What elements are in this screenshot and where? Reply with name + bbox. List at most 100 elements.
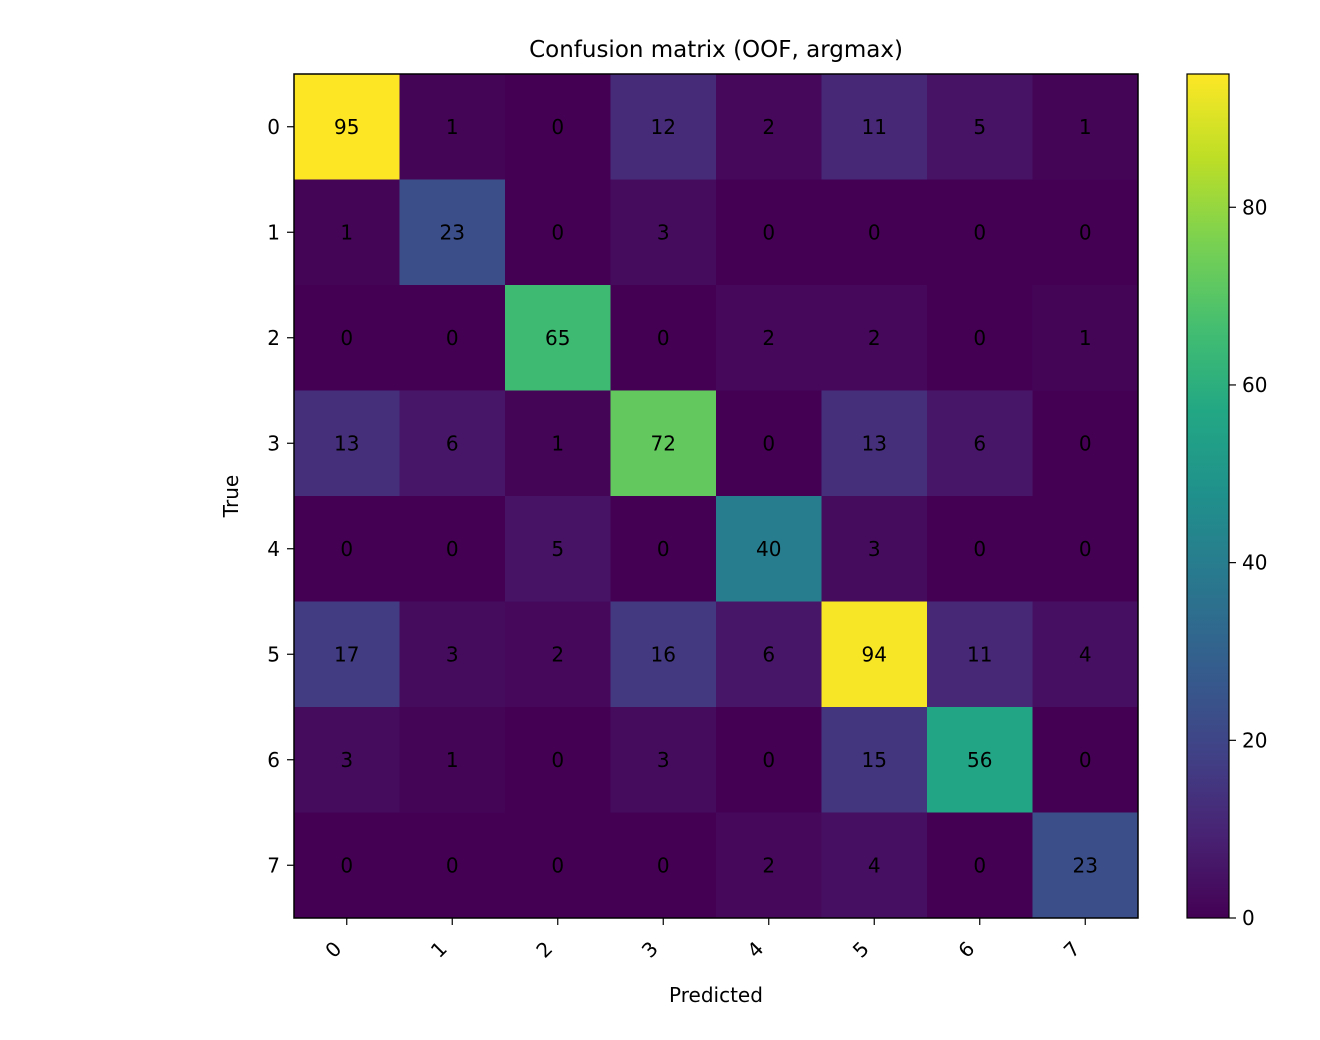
heatmap-cell [505,707,611,813]
cell-value-label: 0 [551,115,564,139]
heatmap-cell [927,812,1033,919]
cell-value-label: 6 [446,431,459,455]
x-tick-label: 7 [1059,937,1085,963]
heatmap-cell [1032,601,1139,708]
heatmap-cell [610,496,717,602]
cell-value-label: 23 [440,220,465,244]
heatmap-cell [294,74,400,180]
cell-value-label: 0 [1079,220,1092,244]
heatmap-cell [927,601,1033,708]
cell-value-label: 0 [973,537,986,561]
heatmap-cell [716,285,822,391]
heatmap-cell [821,179,928,286]
cell-value-label: 0 [340,853,353,877]
cell-value-label: 2 [868,326,881,350]
colorbar-tick-label: 40 [1242,551,1267,575]
heatmap-cell [1032,812,1139,919]
heatmap-cell [1032,707,1139,813]
cell-value-label: 0 [551,220,564,244]
cell-value-label: 0 [973,853,986,877]
heatmap-cell [821,601,928,708]
cell-value-label: 0 [657,326,670,350]
cell-value-label: 2 [762,326,775,350]
heatmap-cell [1032,74,1139,180]
cell-value-label: 12 [651,115,676,139]
cell-value-label: 4 [1079,642,1092,666]
heatmap-cell [927,707,1033,813]
cell-value-label: 0 [973,220,986,244]
cell-value-label: 3 [868,537,881,561]
cell-value-label: 0 [551,853,564,877]
heatmap-cell [610,179,717,286]
heatmap-cell [610,285,717,391]
cell-value-label: 56 [967,748,992,772]
heatmap-cell [505,74,611,180]
cell-value-label: 3 [340,748,353,772]
heatmap-cell [399,601,506,708]
cell-value-label: 11 [967,642,992,666]
cell-value-label: 16 [651,642,676,666]
cell-value-label: 3 [657,220,670,244]
cell-value-label: 95 [334,115,359,139]
x-tick-label: 0 [320,937,346,963]
colorbar-tick-label: 0 [1242,906,1255,930]
y-tick-label: 7 [267,853,280,877]
x-axis-ticks: 0 1 2 3 4 5 6 7 [320,918,1086,963]
y-tick-label: 5 [267,642,280,666]
chart-title: Confusion matrix (OOF, argmax) [529,37,903,63]
heatmap-cell [1032,496,1139,602]
heatmap-cell [294,390,400,497]
heatmap-cell [294,812,400,919]
cell-value-label: 0 [762,431,775,455]
cell-value-label: 0 [1079,537,1092,561]
heatmap-cell [294,285,400,391]
heatmap-cell [821,285,928,391]
cell-value-label: 2 [762,853,775,877]
x-tick-label: 2 [531,937,557,963]
colorbar [1186,73,1230,919]
heatmap-cell [294,496,400,602]
heatmap-cell [1032,285,1139,391]
y-tick-label: 4 [267,537,280,561]
cell-value-label: 23 [1073,853,1098,877]
cell-value-label: 6 [973,431,986,455]
heatmap-cell [505,601,611,708]
heatmap-cell [505,496,611,602]
heatmap-cell [927,496,1033,602]
cell-value-label: 0 [551,748,564,772]
cell-value-label: 17 [334,642,359,666]
cell-value-label: 0 [868,220,881,244]
cell-value-label: 13 [862,431,887,455]
y-tick-label: 0 [267,115,280,139]
heatmap-cell [610,74,717,180]
heatmap-cell [716,496,822,602]
x-axis-label: Predicted [669,983,763,1007]
cell-value-label: 65 [545,326,570,350]
y-tick-label: 6 [267,748,280,772]
heatmap-cell [294,707,400,813]
cell-value-label: 1 [446,748,459,772]
cell-value-label: 94 [862,642,887,666]
cell-value-label: 3 [657,748,670,772]
cell-value-label: 0 [973,326,986,350]
heatmap-cell [716,74,822,180]
heatmap-cell [399,496,506,602]
cell-value-label: 0 [762,748,775,772]
cell-value-label: 0 [1079,748,1092,772]
heatmap-cell [716,812,822,919]
cell-value-label: 4 [868,853,881,877]
heatmap-cell [821,390,928,497]
colorbar-tick-label: 20 [1242,728,1267,752]
heatmap-cell [610,812,717,919]
cell-value-label: 72 [651,431,676,455]
y-axis-label: True [219,475,243,518]
y-tick-label: 3 [267,431,280,455]
heatmap-cell [399,285,506,391]
cell-value-label: 1 [1079,115,1092,139]
heatmap-cells [294,74,1139,919]
heatmap-cell [399,179,506,286]
cell-value-label: 40 [756,537,781,561]
heatmap-cell [505,812,611,919]
x-tick-label: 1 [426,937,452,963]
